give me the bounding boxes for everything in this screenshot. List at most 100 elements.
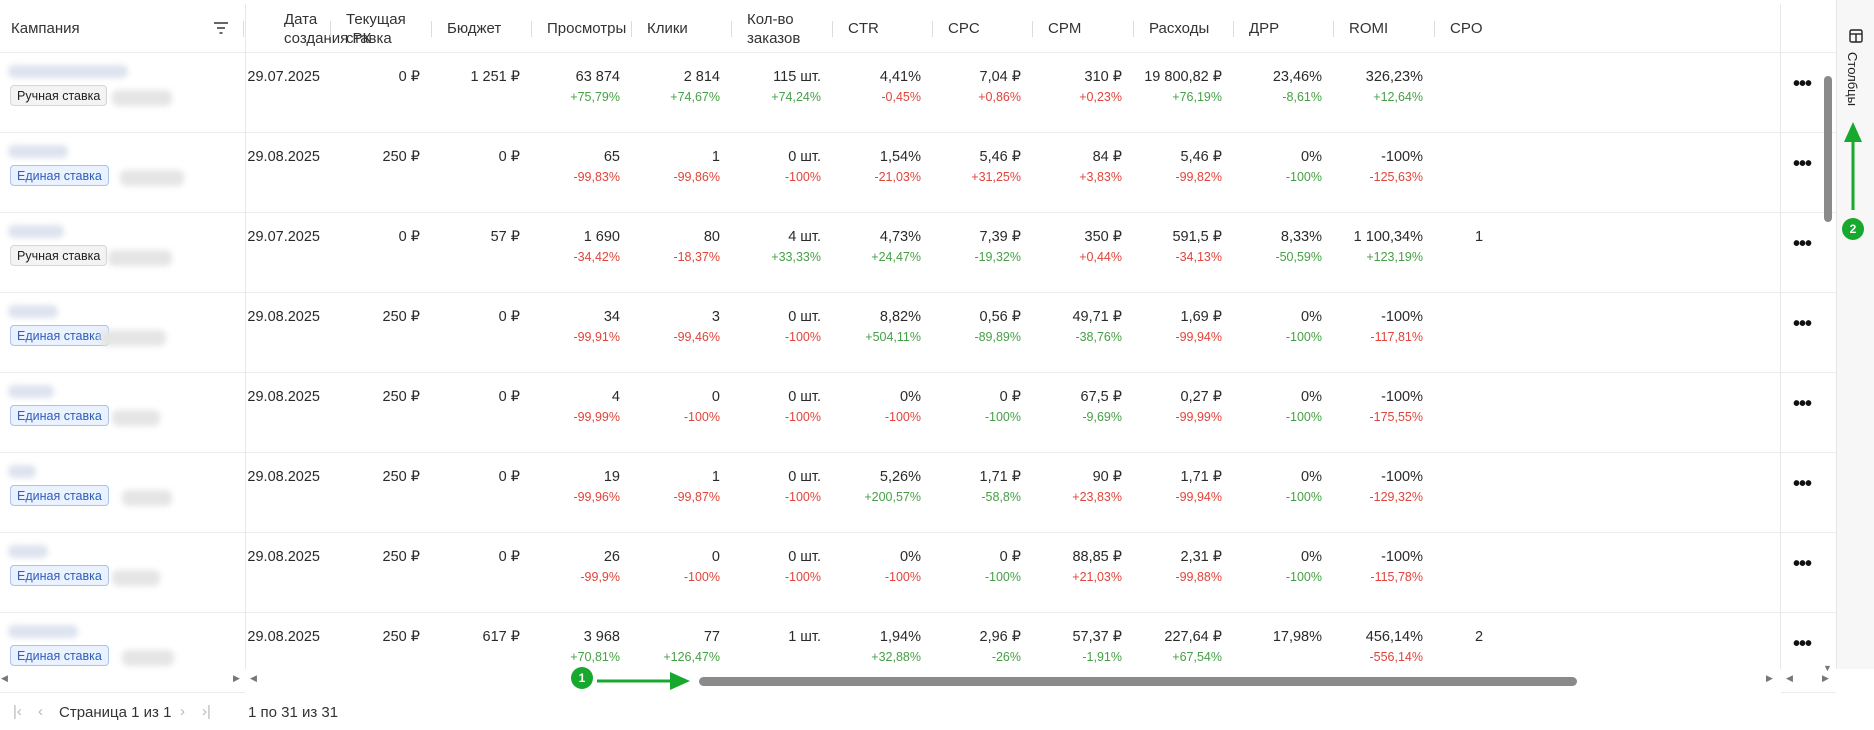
actions-scroll-right-arrow[interactable]: ▶	[1822, 673, 1829, 683]
campaign-cell[interactable]: Ручная ставка	[0, 213, 245, 293]
cell-drr-value: 0%	[1301, 549, 1322, 565]
header-ctr[interactable]: CTR	[848, 20, 879, 37]
campaign-cell[interactable]: Единая ставка	[0, 613, 245, 693]
campaign-cell[interactable]: Единая ставка	[0, 373, 245, 453]
table-row: 29.07.2025 0 ₽ 1 251 ₽ 63 874 +75,79% 2 814 +7…	[246, 53, 1780, 133]
cell-drr-value: 23,46%	[1272, 69, 1322, 85]
horizontal-scrollbar-thumb[interactable]	[699, 677, 1577, 686]
grid-scroll-right-arrow[interactable]: ▶	[1766, 673, 1773, 683]
campaign-id-redacted	[112, 570, 160, 586]
header-drr[interactable]: ДРР	[1249, 20, 1280, 37]
annotation-badge-1: 1	[571, 667, 593, 689]
campaign-name-redacted[interactable]	[8, 385, 54, 398]
columns-side-panel[interactable]: Столбцы	[1836, 0, 1874, 669]
campaign-name-redacted[interactable]	[8, 545, 48, 558]
row-actions-cell: •••	[1781, 133, 1836, 213]
cell-cpm-value: 49,71 ₽	[1072, 309, 1122, 325]
cell-cpm-value: 84 ₽	[1092, 149, 1122, 165]
pinned-scroll-left-arrow[interactable]: ◀	[1, 673, 8, 683]
more-actions-icon[interactable]: •••	[1793, 73, 1812, 95]
cell-cpm-value: 350 ₽	[1084, 229, 1122, 245]
metrics-grid: Дата создания РК Текущая ставка Бюджет П…	[246, 4, 1780, 669]
column-separator	[531, 21, 532, 37]
cell-views-value: 63 874	[575, 69, 620, 85]
header-created-line2: создания РК	[284, 30, 372, 47]
campaign-name-redacted[interactable]	[8, 65, 128, 78]
more-actions-icon[interactable]: •••	[1793, 553, 1812, 575]
header-spend[interactable]: Расходы	[1149, 20, 1210, 37]
cell-drr-value: 0%	[1301, 149, 1322, 165]
more-actions-icon[interactable]: •••	[1793, 393, 1812, 415]
cell-cpc-delta: -19,32%	[974, 250, 1021, 264]
bid-type-tag: Единая ставка	[10, 405, 109, 426]
header-cpo[interactable]: CPO	[1450, 20, 1483, 37]
pinned-scroll-right-arrow[interactable]: ▶	[233, 673, 240, 683]
row-actions-column: ••• ••• ••• ••• ••• ••• ••• ••• ▼	[1780, 4, 1836, 693]
cell-orders-delta: -100%	[784, 410, 821, 424]
header-budget[interactable]: Бюджет	[447, 20, 502, 37]
cell-drr-delta: -100%	[1285, 330, 1322, 344]
first-page-icon[interactable]: |‹	[13, 703, 22, 720]
table-row: 29.08.2025 250 ₽ 0 ₽ 26 -99,9% 0 -100% 0 шт. -10…	[246, 533, 1780, 613]
more-actions-icon[interactable]: •••	[1793, 473, 1812, 495]
row-actions-cell: •••	[1781, 373, 1836, 453]
cell-views-value: 19	[603, 469, 620, 485]
campaign-name-redacted[interactable]	[8, 625, 78, 638]
more-actions-icon[interactable]: •••	[1793, 153, 1812, 175]
column-separator	[731, 21, 732, 37]
actions-scroll-left-arrow[interactable]: ◀	[1786, 673, 1793, 683]
cell-romi-value: -100%	[1381, 389, 1423, 405]
filter-icon[interactable]	[213, 20, 229, 36]
cell-clicks-delta: -18,37%	[673, 250, 720, 264]
campaign-header[interactable]: Кампания	[0, 4, 245, 53]
header-created[interactable]: Дата создания РК	[284, 10, 371, 48]
more-actions-icon[interactable]: •••	[1793, 233, 1812, 255]
cell-created-value: 29.08.2025	[247, 629, 320, 645]
header-rate[interactable]: Текущая ставка	[346, 10, 406, 48]
grid-header-row: Дата создания РК Текущая ставка Бюджет П…	[246, 4, 1780, 53]
campaign-cell[interactable]: Единая ставка	[0, 453, 245, 533]
more-actions-icon[interactable]: •••	[1793, 633, 1812, 655]
campaign-cell[interactable]: Ручная ставка	[0, 53, 245, 133]
last-page-icon[interactable]: ›|	[202, 703, 211, 720]
campaign-name-redacted[interactable]	[8, 465, 36, 478]
row-actions-cell: •••	[1781, 453, 1836, 533]
campaign-cell[interactable]: Единая ставка	[0, 133, 245, 213]
header-romi[interactable]: ROMI	[1349, 20, 1389, 37]
header-clicks[interactable]: Клики	[647, 20, 688, 37]
vertical-scrollbar-thumb[interactable]	[1824, 76, 1832, 222]
scroll-down-arrow[interactable]: ▼	[1823, 663, 1832, 673]
campaign-cell[interactable]: Единая ставка	[0, 293, 245, 373]
campaign-header-label: Кампания	[11, 19, 80, 37]
header-cpm[interactable]: CPM	[1048, 20, 1082, 37]
cell-romi-delta: -556,14%	[1369, 650, 1423, 664]
cell-views-value: 65	[603, 149, 620, 165]
cell-spend-value: 0,27 ₽	[1180, 389, 1222, 405]
cell-orders-delta: -100%	[784, 330, 821, 344]
campaign-cell[interactable]: Единая ставка	[0, 533, 245, 613]
cell-budget-value: 0 ₽	[498, 149, 520, 165]
cell-cpc-value: 0 ₽	[999, 549, 1021, 565]
cell-views-delta: -99,91%	[573, 330, 620, 344]
campaign-name-redacted[interactable]	[8, 225, 64, 238]
cell-spend-value: 227,64 ₽	[1164, 629, 1222, 645]
prev-page-icon[interactable]: ‹	[38, 703, 43, 720]
header-cpc[interactable]: CPC	[948, 20, 980, 37]
cell-created-value: 29.08.2025	[247, 469, 320, 485]
cell-created-value: 29.08.2025	[247, 549, 320, 565]
columns-panel-label[interactable]: Столбцы	[1845, 52, 1860, 106]
cell-clicks-delta: -99,86%	[673, 170, 720, 184]
campaign-name-redacted[interactable]	[8, 305, 58, 318]
cell-ctr-value: 8,82%	[879, 309, 921, 325]
header-orders[interactable]: Кол-во заказов	[747, 10, 800, 48]
column-separator	[1032, 21, 1033, 37]
grid-scroll-left-arrow[interactable]: ◀	[250, 673, 257, 683]
cell-spend-delta: -34,13%	[1175, 250, 1222, 264]
bid-type-tag: Единая ставка	[10, 645, 109, 666]
next-page-icon[interactable]: ›	[180, 703, 185, 720]
column-separator	[832, 21, 833, 37]
header-views[interactable]: Просмотры	[547, 20, 627, 37]
more-actions-icon[interactable]: •••	[1793, 313, 1812, 335]
columns-icon[interactable]	[1849, 29, 1863, 43]
campaign-name-redacted[interactable]	[8, 145, 68, 158]
